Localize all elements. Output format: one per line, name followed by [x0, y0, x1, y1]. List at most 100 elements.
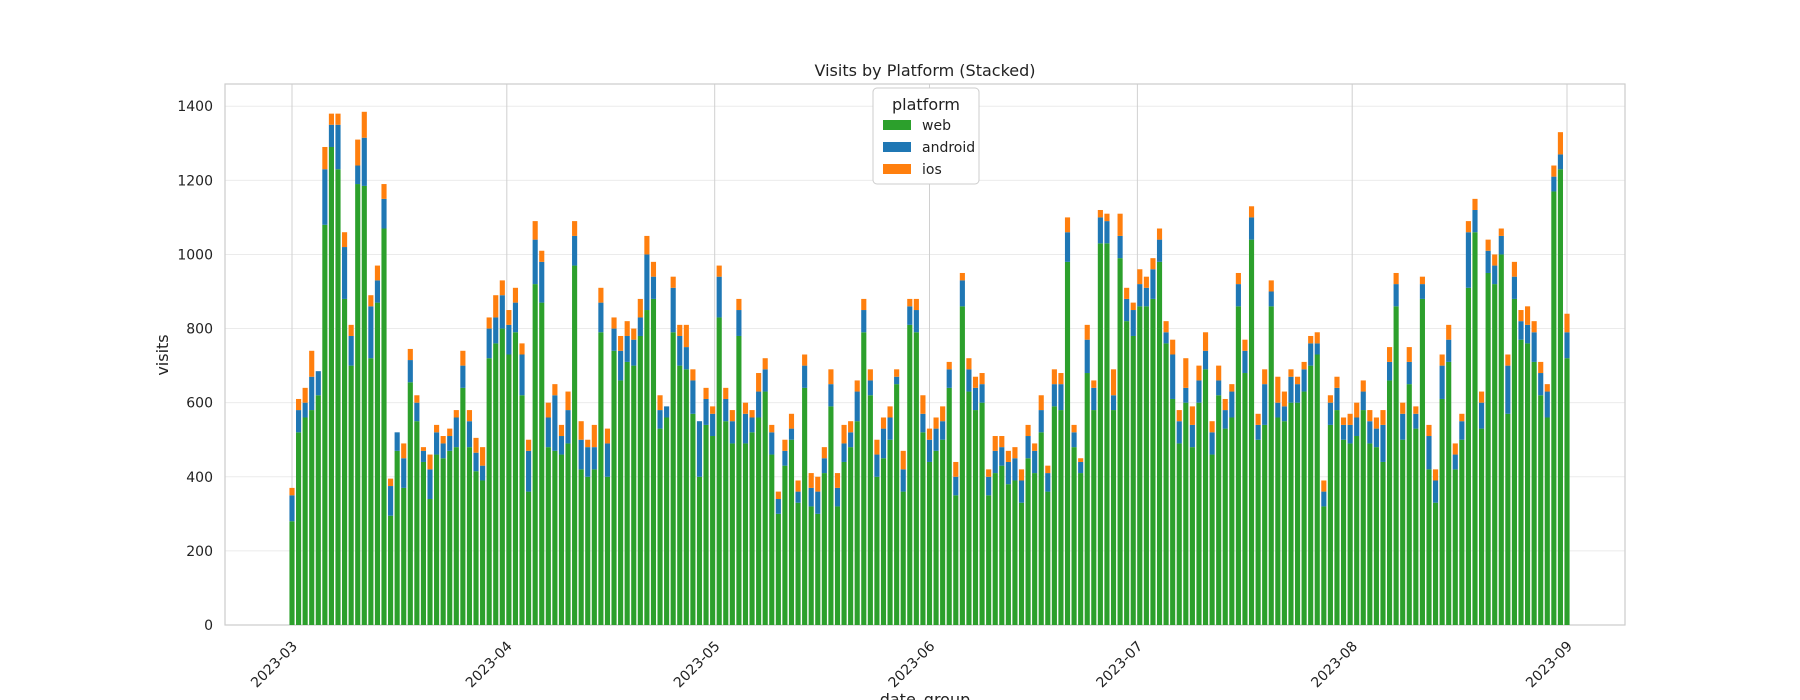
bar-ios [526, 439, 532, 451]
bar-web [1472, 232, 1478, 625]
legend-swatch-ios [883, 164, 911, 174]
bar-ios [1393, 272, 1399, 285]
bar-android [1268, 291, 1274, 307]
bar-web [1479, 428, 1485, 625]
bar-web [1393, 306, 1399, 625]
bar-android [1485, 250, 1491, 273]
bar-web [1367, 443, 1373, 625]
bar-android [802, 365, 808, 388]
bar-ios [907, 298, 913, 307]
y-tick-label: 1400 [177, 99, 213, 115]
bar-android [1564, 332, 1570, 359]
bar-ios [381, 184, 387, 199]
bar-ios [1446, 324, 1452, 340]
bar-android [788, 428, 795, 440]
bar-ios [940, 406, 946, 422]
bar-ios [677, 324, 683, 336]
bar-ios [1110, 369, 1117, 396]
bar-ios [1071, 424, 1077, 433]
bar-ios [1419, 276, 1425, 285]
bar-web [1137, 306, 1143, 625]
bar-web [1117, 258, 1123, 625]
bar-web [1511, 298, 1517, 625]
bar-web [933, 450, 939, 625]
bar-android [1209, 432, 1215, 455]
bar-web [736, 335, 742, 625]
bar-ios [637, 298, 643, 318]
bar-web [420, 461, 427, 625]
bar-android [1183, 387, 1189, 403]
bar-web [1032, 473, 1038, 625]
bar-ios [420, 447, 427, 451]
bar-ios [355, 139, 361, 166]
y-tick-label: 400 [186, 470, 213, 486]
bar-android [374, 280, 381, 303]
x-tick-label: 2023-05 [671, 639, 724, 692]
bar-web [913, 332, 919, 625]
bar-web [979, 402, 985, 625]
bar-android [880, 428, 887, 459]
bar-android [1045, 473, 1051, 492]
bar-android [848, 432, 854, 448]
bar-web [683, 369, 689, 625]
bar-ios [690, 369, 696, 381]
bar-android [447, 436, 453, 451]
bar-android [1143, 287, 1149, 307]
bar-ios [302, 387, 308, 403]
bar-web [361, 185, 367, 625]
bar-web [749, 432, 755, 625]
bar-web [986, 495, 992, 625]
bar-ios [1202, 332, 1209, 351]
bar-android [1064, 232, 1071, 262]
bar-ios [1432, 469, 1439, 481]
bar-ios [1196, 365, 1202, 381]
bar-ios [1091, 380, 1097, 388]
bar-web [677, 365, 683, 625]
bar-web [1340, 439, 1347, 625]
bar-android [1038, 410, 1044, 433]
bar-android [1255, 424, 1261, 440]
bar-android [1557, 154, 1563, 170]
bar-ios [585, 439, 591, 448]
bar-web [309, 410, 315, 625]
bar-ios [887, 406, 893, 418]
bar-ios [966, 358, 972, 370]
bar-ios [1367, 410, 1373, 422]
bar-android [756, 391, 762, 418]
bar-web [604, 476, 611, 625]
bar-ios [1012, 447, 1018, 459]
bar-android [677, 335, 683, 366]
bar-android [1367, 421, 1373, 444]
bar-ios [486, 317, 492, 329]
bar-web [453, 447, 459, 625]
bar-web [1235, 306, 1241, 625]
bar-ios [388, 478, 394, 487]
bar-ios [946, 361, 952, 370]
bar-web [1465, 287, 1471, 625]
bar-web [1025, 458, 1031, 625]
bar-android [710, 413, 716, 437]
bar-ios [618, 335, 624, 351]
bar-ios [1117, 213, 1123, 236]
bar-ios [854, 380, 860, 392]
bar-android [1301, 369, 1307, 392]
bar-ios [335, 113, 341, 125]
y-tick-label: 0 [204, 618, 213, 634]
bar-ios [1130, 302, 1136, 311]
bar-ios [874, 439, 880, 455]
bar-ios [1275, 376, 1281, 403]
bar-web [1183, 402, 1189, 625]
bar-web [1308, 365, 1314, 625]
bar-android [887, 417, 893, 440]
bar-web [302, 417, 308, 625]
bar-web [1143, 306, 1149, 625]
bar-ios [604, 428, 611, 444]
bar-android [1275, 402, 1281, 418]
bar-android [1459, 421, 1465, 440]
bar-web [1314, 354, 1320, 625]
bar-ios [1452, 443, 1458, 455]
bar-web [1209, 454, 1215, 625]
bar-android [1137, 284, 1143, 307]
bar-web [1222, 428, 1228, 625]
bar-ios [1360, 380, 1366, 392]
